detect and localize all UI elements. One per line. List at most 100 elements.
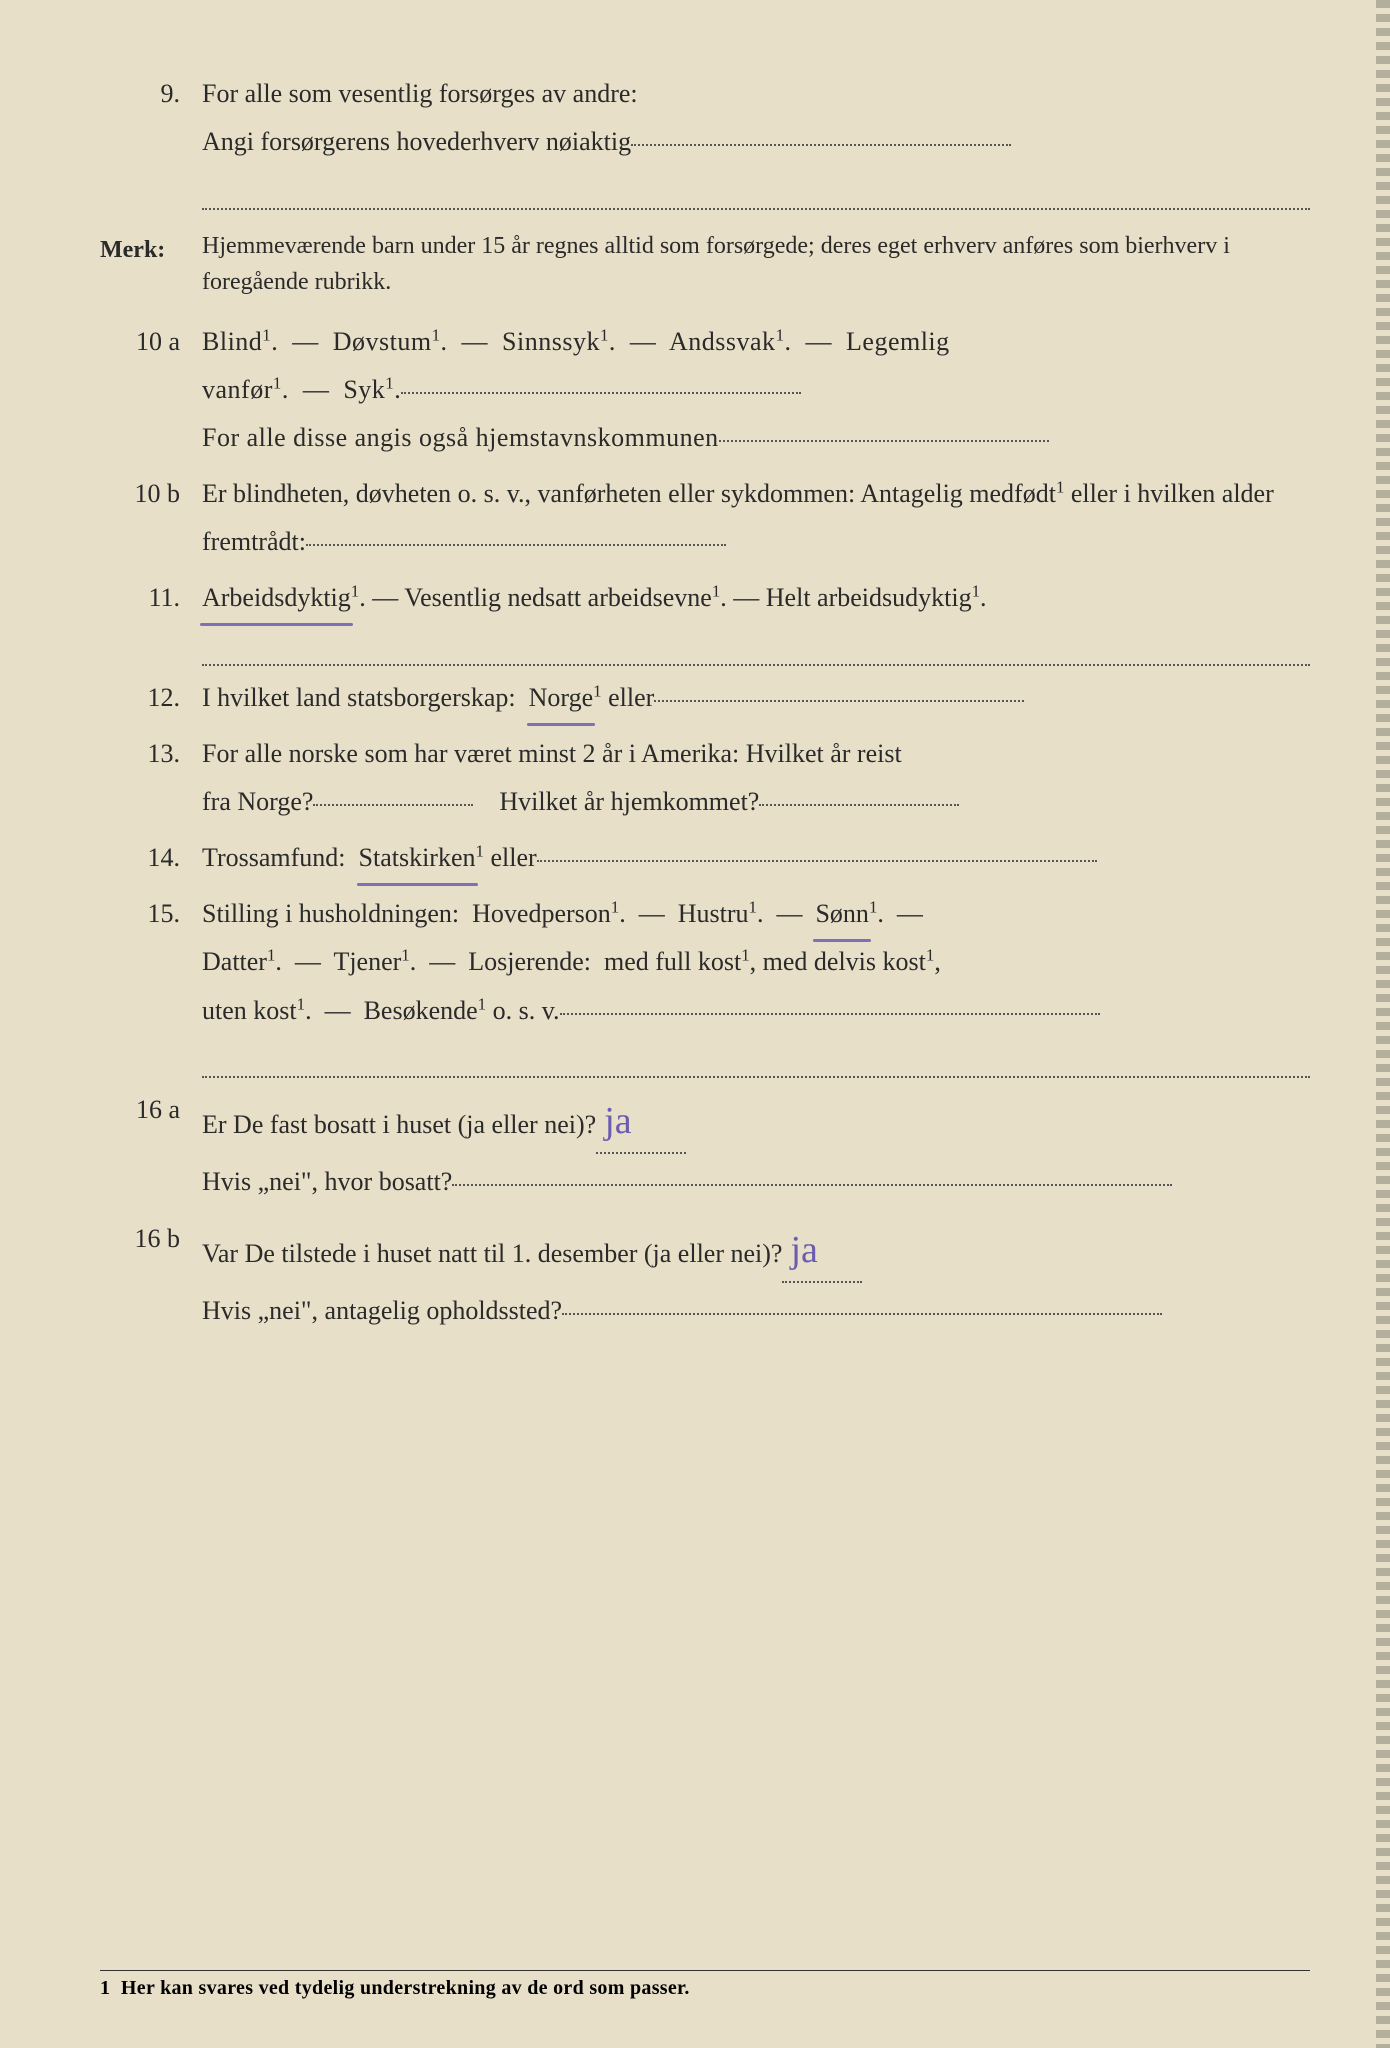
q15-line1: Stilling i husholdningen: Hovedperson1. … — [202, 890, 1310, 938]
opt-arbeidsdyktig-underlined: Arbeidsdyktig — [202, 574, 351, 622]
opt-norge: Norge — [529, 683, 594, 712]
sup-1: 1 — [749, 898, 757, 917]
q16b-number: 16 b — [100, 1215, 202, 1335]
q16b-q1: Var De tilstede i huset natt til 1. dese… — [202, 1239, 782, 1268]
sup-1: 1 — [741, 946, 749, 965]
q15-line3: uten kost1. — Besøkende1 o. s. v. — [202, 987, 1310, 1035]
sup-1: 1 — [776, 325, 785, 344]
question-16a: 16 a Er De fast bosatt i huset (ja eller… — [100, 1086, 1310, 1206]
sup-1: 1 — [351, 582, 359, 601]
q12-body: I hvilket land statsborgerskap: Norge1 e… — [202, 674, 1310, 722]
q12-number: 12. — [100, 674, 202, 722]
q15-pre: Stilling i husholdningen: — [202, 899, 459, 928]
q16a-line1: Er De fast bosatt i huset (ja eller nei)… — [202, 1086, 1310, 1158]
page-edge-decoration — [1376, 0, 1390, 2048]
sup-1: 1 — [926, 946, 934, 965]
q13-qb: Hvilket år hjemkommet? — [499, 787, 759, 816]
q11-number: 11. — [100, 574, 202, 666]
sup-1: 1 — [267, 946, 275, 965]
q13-qa: fra Norge? — [202, 787, 313, 816]
blank-line — [452, 1184, 1172, 1186]
sup-1: 1 — [611, 898, 619, 917]
q9-line2: Angi forsørgerens hovederhverv nøiaktig — [202, 118, 1310, 166]
opt-nedsatt: Vesentlig nedsatt arbeidsevne — [404, 583, 712, 612]
sup-1: 1 — [712, 582, 720, 601]
blank-line — [560, 1013, 1100, 1015]
opt-hovedperson: Hovedperson — [472, 899, 611, 928]
question-10b: 10 b Er blindheten, døvheten o. s. v., v… — [100, 470, 1310, 566]
blank-line-full — [202, 1035, 1310, 1079]
q16b-line2: Hvis „nei", antagelig opholdssted? — [202, 1287, 1310, 1335]
merk-label: Merk: — [100, 228, 202, 300]
opt-utenkost: uten kost — [202, 996, 297, 1025]
form-page: 9. For alle som vesentlig forsørges av a… — [0, 0, 1390, 1383]
q10a-number: 10 a — [100, 318, 202, 462]
q15-line2: Datter1. — Tjener1. — Losjerende: med fu… — [202, 938, 1310, 986]
blank-line — [719, 440, 1049, 442]
q16a-answer: ja — [596, 1100, 639, 1142]
opt-tjener: Tjener — [333, 947, 401, 976]
sup-1: 1 — [593, 681, 601, 700]
q10a-line2: For alle disse angis også hjemstavnskomm… — [202, 414, 1310, 462]
q13-line2: fra Norge? Hvilket år hjemkommet? — [202, 778, 1310, 826]
opt-sinnssyk: Sinnssyk — [502, 327, 600, 356]
q10a-options-line: Blind1. — Døvstum1. — Sinnssyk1. — Andss… — [202, 318, 1310, 366]
q16b-q2: Hvis „nei", antagelig opholdssted? — [202, 1296, 562, 1325]
q14-post: eller — [490, 843, 536, 872]
opt-hustru: Hustru — [678, 899, 749, 928]
merk-text: Hjemmeværende barn under 15 år regnes al… — [202, 228, 1310, 300]
opt-statskirken-underlined: Statskirken — [359, 834, 476, 882]
opt-arbeidsdyktig: Arbeidsdyktig — [202, 583, 351, 612]
q14-number: 14. — [100, 834, 202, 882]
q12-post: eller — [608, 683, 654, 712]
sup-1: 1 — [869, 898, 877, 917]
q14-body: Trossamfund: Statskirken1 eller — [202, 834, 1310, 882]
sup-1: 1 — [273, 373, 282, 392]
sup-1: 1 — [262, 325, 271, 344]
opt-dovstum: Døvstum — [333, 327, 432, 356]
footnote: 1 Her kan svares ved tydelig understrekn… — [100, 1970, 1310, 2000]
blank-line-full — [202, 622, 1310, 666]
sup-1: 1 — [972, 582, 980, 601]
sup-1: 1 — [478, 994, 486, 1013]
q10b-body: Er blindheten, døvheten o. s. v., vanfør… — [202, 470, 1310, 566]
opt-delviskost: med delvis kost — [763, 947, 926, 976]
blank-line-full — [202, 166, 1310, 210]
blank-line — [562, 1313, 1162, 1315]
blank-line — [631, 144, 1011, 146]
q13-number: 13. — [100, 730, 202, 826]
opt-vanfor: vanfør — [202, 375, 273, 404]
question-10a: 10 a Blind1. — Døvstum1. — Sinnssyk1. — … — [100, 318, 1310, 462]
q10b-number: 10 b — [100, 470, 202, 566]
q16a-q2: Hvis „nei", hvor bosatt? — [202, 1167, 452, 1196]
sup-1: 1 — [401, 946, 409, 965]
q16a-line2: Hvis „nei", hvor bosatt? — [202, 1158, 1310, 1206]
question-15: 15. Stilling i husholdningen: Hovedperso… — [100, 890, 1310, 1078]
opt-statskirken: Statskirken — [359, 843, 476, 872]
blank-line — [537, 860, 1097, 862]
blank-line — [313, 804, 473, 806]
answer-line: ja — [782, 1211, 862, 1283]
sup-1: 1 — [600, 325, 609, 344]
q14-pre: Trossamfund: — [202, 843, 346, 872]
blank-line — [401, 392, 801, 394]
opt-andssvak: Andssvak — [669, 327, 776, 356]
q13-body: For alle norske som har været minst 2 år… — [202, 730, 1310, 826]
question-13: 13. For alle norske som har været minst … — [100, 730, 1310, 826]
q9-line1: For alle som vesentlig forsørges av andr… — [202, 70, 1310, 118]
opt-norge-underlined: Norge — [529, 674, 594, 722]
blank-line — [759, 804, 959, 806]
q16a-q1: Er De fast bosatt i huset (ja eller nei)… — [202, 1110, 596, 1139]
q9-line2-text: Angi forsørgerens hovederhverv nøiaktig — [202, 127, 631, 156]
question-11: 11. Arbeidsdyktig1. — Vesentlig nedsatt … — [100, 574, 1310, 666]
footnote-text: Her kan svares ved tydelig understreknin… — [121, 1977, 690, 1999]
sup-1: 1 — [385, 373, 394, 392]
q15-losj: Losjerende: — [468, 947, 591, 976]
q15-osv: o. s. v. — [493, 996, 560, 1025]
footnote-marker: 1 — [100, 1977, 110, 1999]
answer-line: ja — [596, 1082, 686, 1154]
q11-body: Arbeidsdyktig1. — Vesentlig nedsatt arbe… — [202, 574, 1310, 666]
q16b-body: Var De tilstede i huset natt til 1. dese… — [202, 1215, 1310, 1335]
merk-note: Merk: Hjemmeværende barn under 15 år reg… — [100, 228, 1310, 300]
q10a-options-line2: vanfør1. — Syk1. — [202, 366, 1310, 414]
